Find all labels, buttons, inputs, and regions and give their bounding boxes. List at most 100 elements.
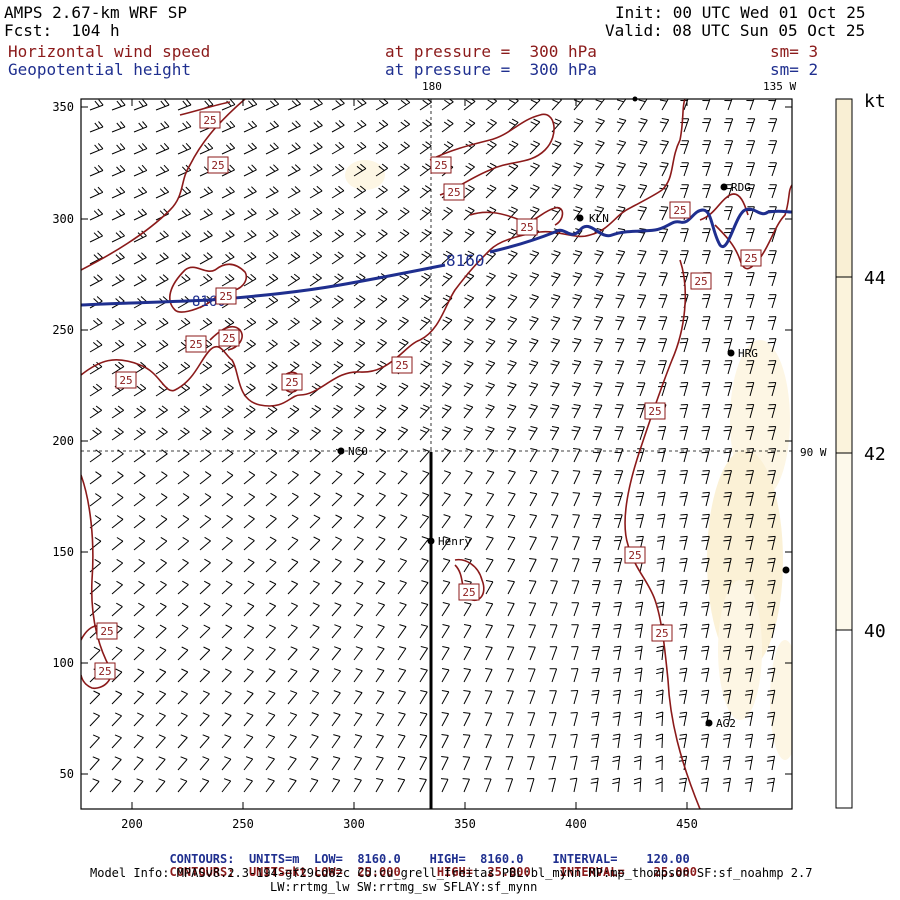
wind-barb-feather [116,144,122,151]
wind-barb-feather [182,536,189,542]
wind-barb-feather [203,602,211,607]
x-tick-label: 300 [343,817,365,831]
wind-barb-feather [376,385,384,390]
wind-barb-feather [400,514,408,518]
wind-barb-feather [226,471,234,476]
wind-barb-shaft [111,606,123,617]
wind-barb-feather [419,734,427,737]
wind-barb-feather [635,579,643,582]
wind-barb-shaft [309,430,321,441]
wind-barb-shaft [287,758,297,771]
wind-barb-feather [680,535,688,538]
wind-barb-feather [114,407,121,413]
wind-barb-feather [293,317,300,323]
wind-barb-feather [269,232,276,238]
wind-barb-feather [595,99,603,103]
wind-barb-feather [657,535,665,538]
wind-barb-feather [509,382,517,386]
wind-barb-feather [115,668,123,673]
wind-barb-feather [746,491,754,494]
wind-barb-feather [679,733,687,736]
wind-barb-shaft [111,431,124,441]
wind-barb-shaft [177,780,188,793]
wind-barb-shaft [485,209,497,221]
wind-barb-feather [97,164,104,171]
wind-barb-shaft [89,148,104,155]
wind-barb-feather [421,231,428,237]
wind-barb-feather [767,733,775,736]
wind-barb-feather [160,558,167,564]
wind-barb-shaft [727,756,732,771]
wind-barb-shaft [617,142,627,155]
wind-barb-feather [724,557,732,560]
wind-barb-shaft [265,452,278,463]
wind-barb-shaft [133,628,145,639]
wind-barb-shaft [661,141,669,155]
wind-barb-feather [509,338,517,342]
wind-barb-feather [679,649,687,652]
wind-barb-feather [333,319,341,325]
wind-barb-shaft [155,409,168,419]
wind-barb-shaft [375,233,388,243]
wind-barb-feather [94,580,101,586]
wind-barb-feather [204,471,212,476]
wind-barb-feather [744,737,752,740]
wind-barb-feather [336,361,344,366]
wind-barb-shaft [595,229,604,243]
wind-barb-shaft [639,712,643,727]
wind-barb-feather [658,469,666,472]
wind-barb-feather [657,517,665,520]
wind-barb-feather [357,470,365,475]
wind-barb-shaft [639,185,648,199]
wind-barb-feather [509,99,516,104]
wind-barb-feather [531,316,539,320]
wind-barb-feather [533,118,541,123]
wind-barb-shaft [683,426,689,441]
wind-barb-shaft [89,409,102,419]
wind-barb-feather [138,122,144,129]
wind-barb-feather [767,561,775,564]
wind-barb-feather [701,689,709,692]
wind-barb-feather [93,276,100,282]
x-tick-label: 450 [676,817,698,831]
station-marker-east [782,566,790,574]
wind-barb-shaft [397,211,410,221]
wind-barb-feather [507,558,515,561]
wind-barb-feather [136,429,143,435]
wind-barb-shaft [353,714,363,727]
wind-barb-shaft [463,319,474,331]
wind-barb-shaft [441,385,452,397]
wind-barb-shaft [265,780,275,793]
wind-barb-shaft [683,360,689,375]
wind-barb-shaft [617,646,622,661]
wind-barb-feather [702,448,710,450]
wind-barb-feather [185,121,192,127]
wind-barb-feather [550,341,558,345]
wind-barb-feather [530,448,538,451]
wind-barb-feather [419,756,427,759]
wind-barb-feather [594,275,602,278]
wind-barb-feather [245,756,253,760]
wind-barb-shaft [353,168,367,177]
wind-barb-shaft [683,184,689,199]
wind-barb-feather [269,100,276,107]
wind-barb-feather [639,184,647,187]
wind-barb-shaft [397,254,410,265]
wind-barb-feather [267,778,275,782]
wind-barb-shaft [287,670,298,683]
wind-barb-shaft [375,429,387,441]
wind-barb-feather [593,341,601,344]
wind-barb-feather [592,667,600,670]
wind-barb-feather [268,624,276,629]
field1-smoothing: sm= 3 [770,42,819,61]
wind-barb-shaft [573,383,582,397]
wind-barb-feather [617,272,625,275]
wind-barb-feather [355,341,362,347]
wind-barb-feather [333,690,341,694]
wind-barb-feather [554,184,562,188]
wind-barb-feather [316,229,323,235]
wind-barb-feather [227,405,234,411]
wind-barb-feather [202,712,210,717]
wind-barb-shaft [111,540,124,551]
wind-barb-feather [380,338,387,344]
